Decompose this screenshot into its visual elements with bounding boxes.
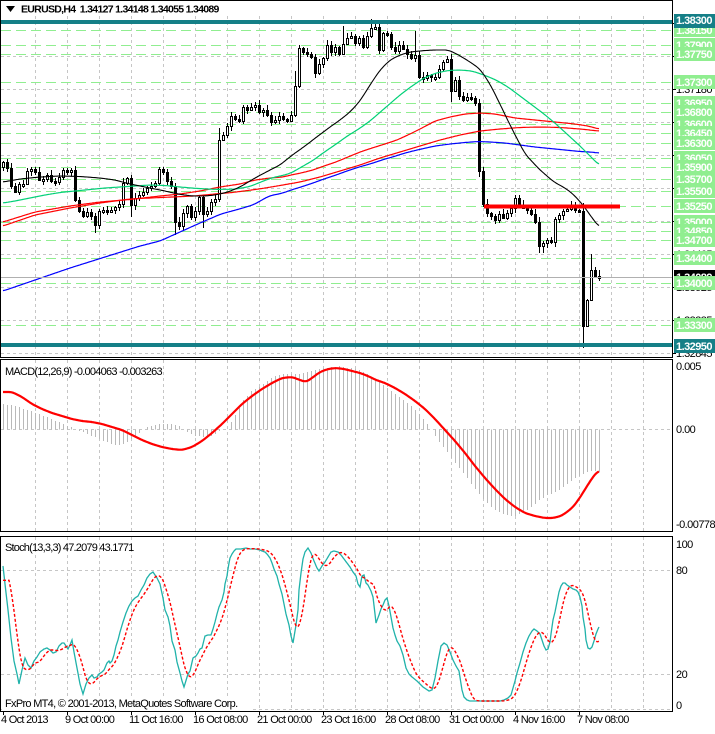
svg-text:1.32950: 1.32950	[676, 341, 712, 353]
svg-text:1.35700: 1.35700	[676, 174, 712, 186]
svg-text:28 Oct 08:00: 28 Oct 08:00	[385, 714, 440, 726]
svg-text:11 Oct 16:00: 11 Oct 16:00	[129, 714, 183, 726]
svg-text:0: 0	[676, 700, 682, 712]
svg-text:1.34400: 1.34400	[676, 253, 712, 265]
svg-text:0.00: 0.00	[676, 424, 696, 436]
svg-text:31 Oct 00:00: 31 Oct 00:00	[449, 714, 504, 726]
svg-text:9 Oct 00:00: 9 Oct 00:00	[65, 714, 115, 726]
svg-text:20: 20	[676, 669, 688, 681]
svg-text:1.37750: 1.37750	[676, 49, 712, 61]
svg-text:1.35500: 1.35500	[676, 186, 712, 198]
svg-text:1.34700: 1.34700	[676, 235, 712, 247]
svg-text:1.35250: 1.35250	[676, 201, 712, 213]
svg-text:1.36800: 1.36800	[676, 107, 712, 119]
svg-text:1.33300: 1.33300	[676, 320, 712, 332]
svg-text:1.36300: 1.36300	[676, 138, 712, 150]
svg-text:EURUSD,H4 1.34127 1.34148 1.3: EURUSD,H4 1.34127 1.34148 1.34055 1.3408…	[21, 4, 220, 16]
svg-text:1.35900: 1.35900	[676, 162, 712, 174]
svg-text:4 Nov 16:00: 4 Nov 16:00	[513, 714, 565, 726]
svg-text:16 Oct 08:00: 16 Oct 08:00	[193, 714, 248, 726]
svg-text:-0.00778: -0.00778	[676, 519, 715, 531]
svg-text:21 Oct 00:00: 21 Oct 00:00	[257, 714, 312, 726]
svg-text:1.38300: 1.38300	[676, 15, 712, 27]
svg-text:MACD(12,26,9) -0.004063 -0.003: MACD(12,26,9) -0.004063 -0.003263	[5, 366, 162, 378]
svg-text:1.37300: 1.37300	[676, 77, 712, 89]
svg-text:100: 100	[676, 539, 693, 551]
svg-text:7 Nov 08:00: 7 Nov 08:00	[577, 714, 629, 726]
svg-text:1.34000: 1.34000	[676, 278, 712, 290]
svg-text:4 Oct 2013: 4 Oct 2013	[1, 714, 48, 726]
svg-text:23 Oct 16:00: 23 Oct 16:00	[321, 714, 376, 726]
svg-text:Stoch(13,3,3) 47.2079 43.1771: Stoch(13,3,3) 47.2079 43.1771	[5, 542, 134, 554]
svg-text:0.005: 0.005	[676, 361, 701, 373]
svg-text:80: 80	[676, 565, 688, 577]
svg-text:FxPro MT4, © 2001-2013, MetaQu: FxPro MT4, © 2001-2013, MetaQuotes Softw…	[5, 698, 238, 710]
